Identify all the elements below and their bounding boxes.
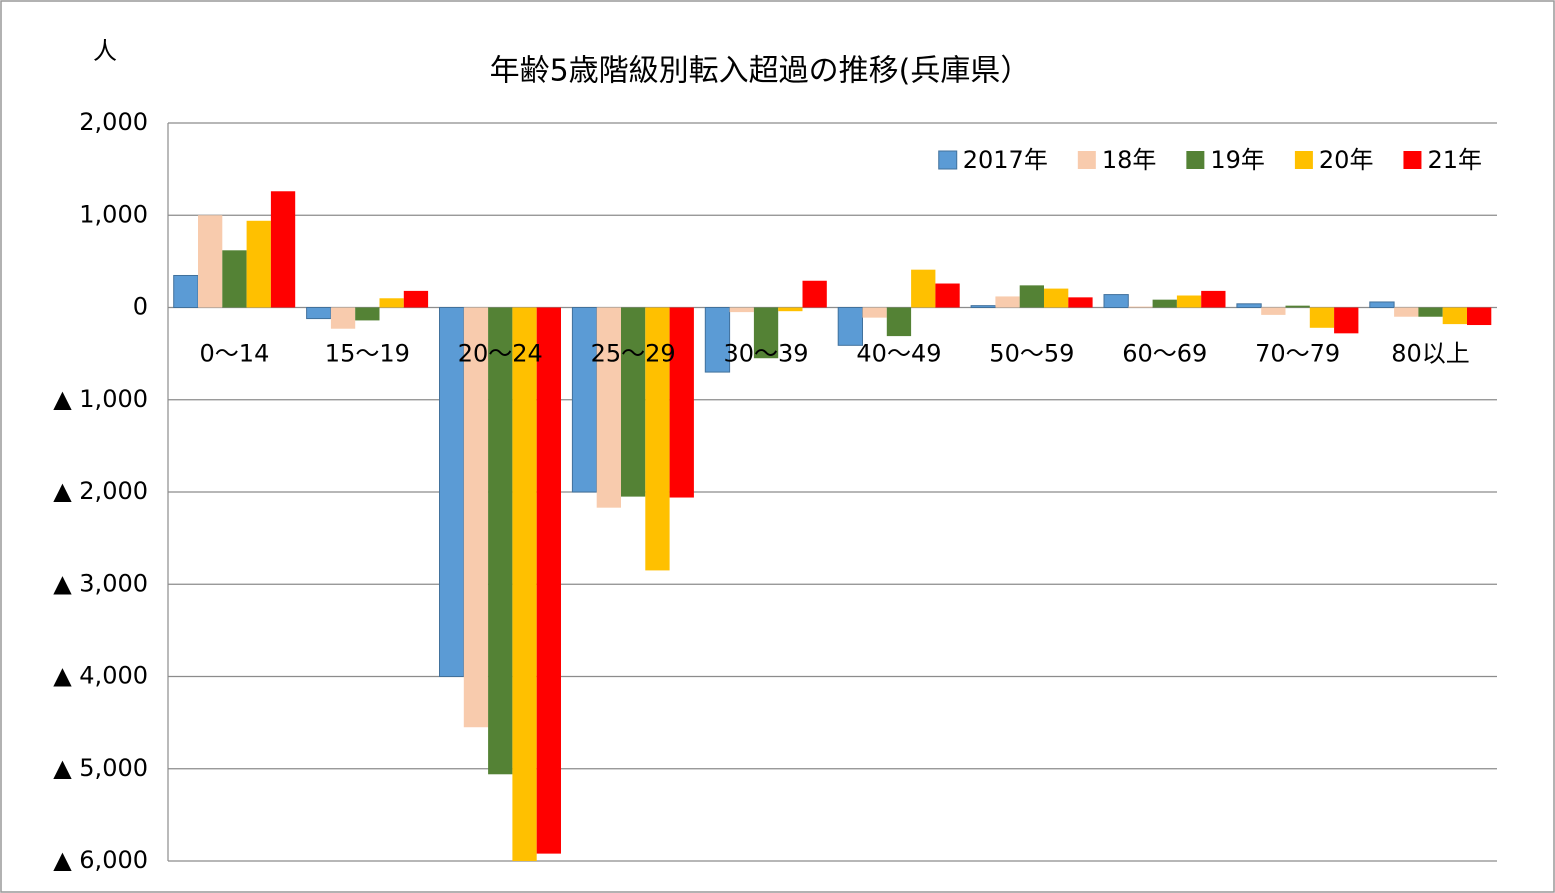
bar [1334,307,1359,334]
bar [1442,307,1467,325]
y-tick-label: ▲ 1,000 [53,385,148,413]
bar [1285,305,1310,308]
bar [1467,307,1492,326]
legend-label: 19年 [1210,146,1265,174]
bar [306,307,332,320]
x-tick-label: 20〜24 [458,340,543,368]
bar [1019,285,1044,308]
x-tick-label: 25〜29 [591,340,676,368]
bar [911,269,936,308]
bar [488,307,513,775]
bar [173,274,199,309]
x-tick-label: 50〜59 [989,340,1074,368]
bar [512,307,537,861]
legend-swatch [938,150,958,170]
bar [1152,299,1177,308]
bar [970,305,996,308]
x-tick-label: 0〜14 [200,340,270,368]
legend-label: 18年 [1102,146,1157,174]
y-tick-label: 2,000 [79,108,148,136]
y-tick-label: ▲ 5,000 [53,754,148,782]
bar [536,307,561,854]
bar [862,307,887,318]
bar [1261,307,1286,315]
bar [463,307,489,728]
y-tick-label: ▲ 6,000 [53,846,148,874]
y-axis-label: 人 [93,37,117,65]
legend-label: 20年 [1319,146,1374,174]
y-tick-label: ▲ 4,000 [53,662,148,690]
y-tick-label: 1,000 [79,200,148,228]
x-tick-label: 30〜39 [724,340,809,368]
bar [645,307,670,571]
bar [753,307,779,359]
bar [995,296,1020,308]
bar [621,307,646,497]
legend-label: 21年 [1427,146,1482,174]
bar [1044,288,1069,308]
bar [596,307,621,508]
bar [704,307,731,373]
bar [1394,307,1419,317]
x-tick-label: 15〜19 [325,340,410,368]
x-tick-label: 40〜49 [856,340,941,368]
x-tick-label: 70〜79 [1255,340,1340,368]
bar [1128,306,1153,308]
legend-label: 2017年 [963,146,1048,174]
bar [379,298,404,308]
bar [802,280,827,308]
bar [778,307,803,312]
bar [222,250,247,308]
y-tick-label: ▲ 3,000 [53,569,148,597]
bar [246,220,271,308]
legend-swatch [1403,151,1422,169]
bar [1201,290,1226,308]
bar [886,307,912,337]
bar [1309,307,1335,328]
legend-swatch [1294,151,1313,169]
bar [270,191,296,308]
bar [198,215,223,308]
x-tick-label: 80以上 [1391,340,1470,368]
bar [1176,295,1202,308]
legend-swatch [1186,151,1205,169]
y-tick-label: ▲ 2,000 [53,477,148,505]
bar [669,307,694,498]
bar [355,307,380,321]
bar [571,307,598,493]
bar [729,307,754,313]
bar [1236,303,1262,308]
bar [1418,307,1443,317]
bar [330,307,356,329]
y-tick-label: 0 [133,293,148,321]
legend-swatch [1077,151,1096,169]
x-tick-label: 60〜69 [1122,340,1207,368]
bar [403,290,429,308]
bar [1369,301,1395,308]
chart-title: 年齢5歳階級別転入超過の推移(兵庫県） [490,54,1031,89]
bar [1103,294,1129,308]
bar [1068,297,1093,308]
bar [837,307,864,346]
bar [935,283,960,308]
